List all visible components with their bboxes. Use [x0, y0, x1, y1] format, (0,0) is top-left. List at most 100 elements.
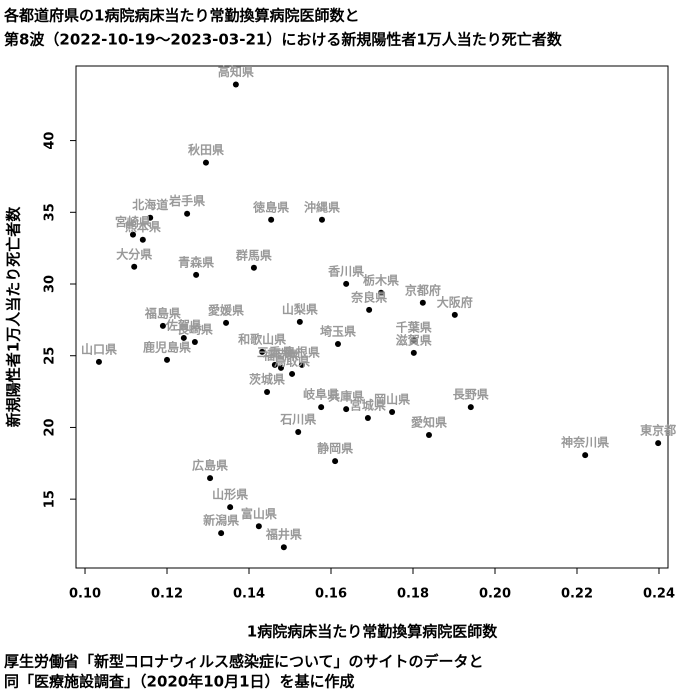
point-label: 富山県	[241, 506, 277, 521]
point-label: 岩手県	[168, 193, 205, 208]
point-label: 愛媛県	[208, 302, 244, 317]
point	[232, 81, 239, 88]
point-label: 栃木県	[363, 272, 399, 287]
point	[467, 404, 474, 411]
x-tick-label: 0.24	[643, 587, 675, 602]
point-label: 香川県	[327, 263, 364, 278]
point	[298, 361, 305, 368]
point-label: 大分県	[116, 246, 152, 261]
point	[277, 364, 284, 371]
point	[184, 210, 191, 217]
point-label: 奈良県	[350, 289, 387, 304]
x-tick-label: 0.12	[151, 587, 183, 602]
point	[218, 530, 225, 537]
point-label: 徳島県	[252, 199, 289, 214]
point	[191, 338, 198, 345]
point-label: 兵庫県	[328, 389, 364, 404]
point	[332, 458, 339, 465]
point	[223, 319, 230, 326]
point	[268, 216, 275, 223]
caption: 厚生労働省「新型コロナウィルス感染症について」のサイトのデータと	[4, 653, 484, 671]
point-label: 長崎県	[177, 321, 213, 336]
point-label: 島根県	[284, 344, 320, 359]
y-tick-label: 20	[43, 418, 58, 436]
point	[250, 264, 257, 271]
y-tick-label: 15	[43, 490, 58, 508]
x-axis-label: 1病院病床当たり常勤換算病院医師数	[247, 623, 498, 641]
point	[366, 306, 373, 313]
point	[147, 214, 154, 221]
point-label: 秋田県	[188, 142, 224, 157]
point-label: 群馬県	[235, 247, 272, 262]
x-tick-label: 0.22	[561, 587, 593, 602]
point	[425, 432, 432, 439]
point	[264, 389, 271, 396]
point	[159, 322, 166, 329]
point-label: 静岡県	[317, 441, 353, 456]
point-label: 高知県	[218, 64, 254, 79]
point	[318, 216, 325, 223]
point-label: 青森県	[178, 254, 214, 269]
point-label: 茨城県	[249, 372, 285, 387]
point	[180, 334, 187, 341]
point	[271, 361, 278, 368]
point-label: 山梨県	[282, 301, 318, 316]
point-label: 大阪府	[437, 294, 473, 309]
point	[164, 356, 171, 363]
point	[419, 299, 426, 306]
point	[378, 289, 385, 296]
point-label: 埼玉県	[320, 323, 356, 338]
point	[295, 429, 302, 436]
point-label: 新潟県	[203, 513, 239, 528]
point-label: 神奈川県	[561, 435, 609, 450]
plot-frame	[75, 65, 669, 569]
caption: 同「医療施設調査」（2020年10月1日）を基に作成	[4, 673, 355, 691]
point-label: 鹿児島県	[143, 339, 191, 354]
chart-title: 各都道府県の1病院病床当たり常勤換算病院医師数と	[3, 7, 359, 25]
point-label: 福島県	[144, 305, 181, 320]
point	[334, 340, 341, 347]
x-tick-label: 0.10	[69, 587, 101, 602]
y-tick-label: 25	[43, 347, 58, 365]
point	[343, 406, 350, 413]
point	[131, 263, 138, 270]
point-label: 石川県	[279, 413, 316, 427]
point-label: 宮崎県	[115, 214, 151, 229]
point	[259, 348, 266, 355]
point-label: 熊本県	[125, 219, 161, 234]
point	[227, 504, 234, 511]
point	[655, 440, 662, 447]
point	[318, 404, 325, 411]
point-label: 東京都	[640, 423, 676, 438]
point	[129, 231, 136, 238]
point	[193, 271, 200, 278]
point	[296, 318, 303, 325]
point-label: 佐賀県	[165, 317, 202, 332]
point	[343, 280, 350, 287]
point	[289, 370, 296, 377]
x-tick-label: 0.18	[397, 587, 429, 602]
x-tick-label: 0.20	[479, 587, 511, 602]
point-label: 宮城県	[350, 397, 386, 412]
point	[582, 452, 589, 459]
point	[95, 358, 102, 365]
chart-title: 第8波（2022-10-19〜2023-03-21）における新規陽性者1万人当た…	[4, 31, 563, 49]
point-label: 和歌山県	[237, 331, 286, 346]
point	[202, 159, 209, 166]
x-tick-label: 0.14	[233, 587, 265, 602]
point	[389, 408, 396, 415]
point-label: 三重県	[257, 344, 293, 359]
x-tick-label: 0.16	[315, 587, 347, 602]
point	[451, 311, 458, 318]
y-tick-label: 40	[43, 132, 58, 150]
point-label: 山口県	[81, 341, 117, 356]
point-label: 京都府	[405, 282, 441, 297]
point	[139, 236, 146, 243]
point	[364, 414, 371, 421]
point-label: 長野県	[453, 387, 489, 402]
y-tick-label: 35	[43, 203, 58, 221]
point-label: 岐阜県	[303, 387, 339, 402]
point	[255, 523, 262, 530]
point-label: 千葉県	[396, 319, 432, 334]
